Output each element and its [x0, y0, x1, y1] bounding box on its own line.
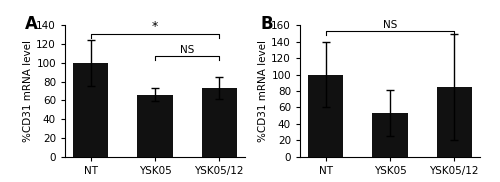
Bar: [138, 95, 172, 157]
Text: B: B: [260, 15, 273, 33]
Y-axis label: %CD31 mRNA level: %CD31 mRNA level: [24, 40, 34, 142]
Text: NS: NS: [383, 20, 397, 30]
Bar: [372, 113, 408, 157]
Text: *: *: [152, 20, 158, 33]
Bar: [436, 87, 472, 157]
Text: A: A: [26, 15, 38, 33]
Bar: [73, 63, 108, 157]
Bar: [308, 75, 344, 157]
Bar: [202, 88, 237, 157]
Y-axis label: %CD31 mRNA level: %CD31 mRNA level: [258, 40, 268, 142]
Text: NS: NS: [180, 45, 194, 55]
